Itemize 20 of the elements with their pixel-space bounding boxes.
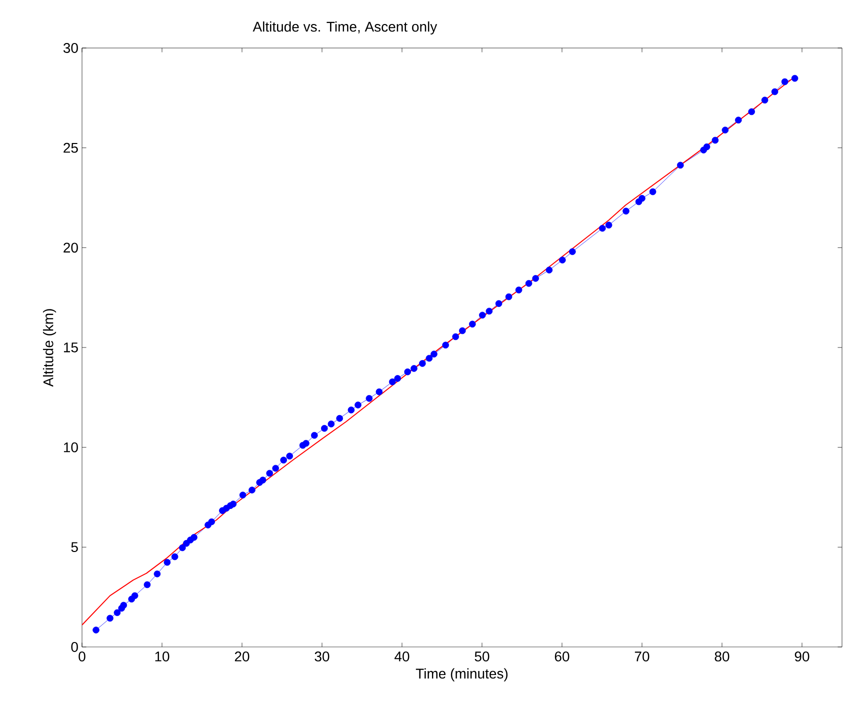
y-tick-label: 10	[64, 442, 78, 452]
y-tick-label: 5	[71, 542, 78, 552]
y-tick-label: 15	[64, 342, 78, 352]
x-tick-label: 30	[314, 652, 330, 662]
x-tick-label: 60	[554, 652, 570, 662]
x-tick-label: 0	[78, 652, 86, 662]
x-tick-label: 90	[794, 652, 810, 662]
y-axis-title: Altitude (km)	[42, 309, 56, 387]
y-tick-label: 20	[64, 242, 78, 253]
x-axis-title: Time (minutes)	[416, 668, 508, 682]
x-tick-label: 20	[234, 652, 250, 662]
y-tick-label: 30	[63, 43, 78, 53]
x-tick-label: 10	[155, 652, 170, 662]
y-tick-label: 25	[64, 142, 78, 153]
x-tick-label: 50	[474, 652, 490, 662]
y-tick-label: 0	[71, 642, 78, 652]
x-tick-label: 40	[394, 652, 410, 662]
chart-title: Altitude vs. Time, Ascent only	[252, 21, 438, 34]
x-tick-label: 80	[714, 652, 730, 662]
x-tick-label: 70	[634, 652, 650, 662]
